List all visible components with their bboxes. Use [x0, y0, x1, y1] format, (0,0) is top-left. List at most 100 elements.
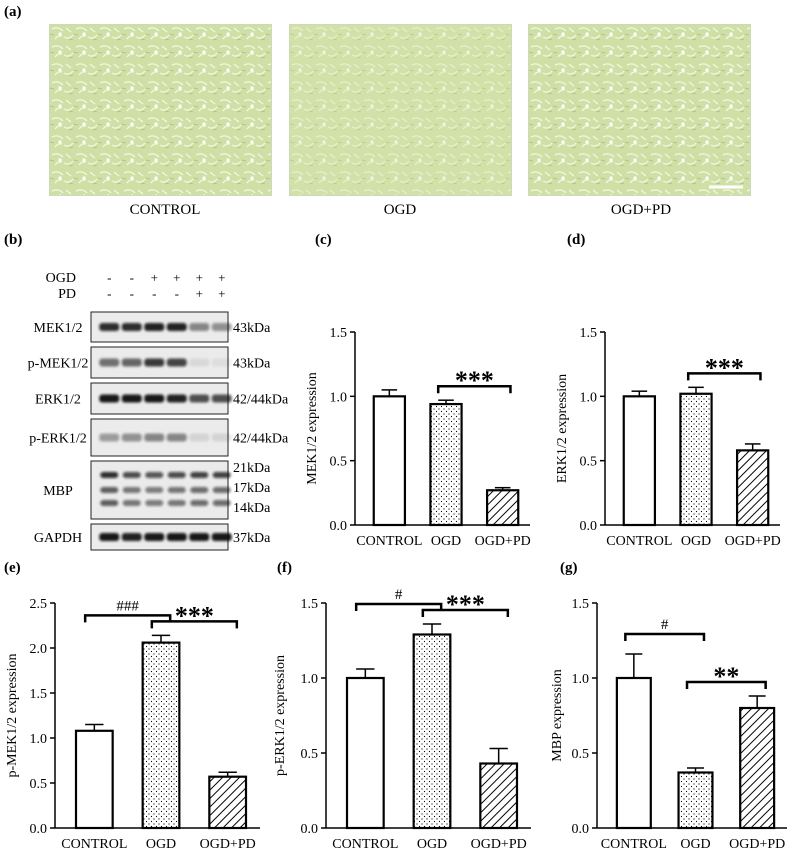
treatment-mark: - [107, 270, 111, 285]
x-tick-label: OGD [431, 534, 461, 549]
panel-label-c: (c) [315, 232, 332, 248]
blot-band [100, 487, 119, 493]
bar-ogd-pd [739, 706, 776, 830]
blot-size: 42/44kDa [233, 393, 289, 408]
significance-bracket [685, 680, 767, 689]
blot-band [166, 433, 187, 442]
x-tick-label: OGD [681, 534, 711, 549]
significance-bracket [150, 620, 239, 629]
blot-size: 42/44kDa [233, 432, 289, 447]
y-tick-label: 2.5 [30, 597, 48, 612]
significance-label: *** [455, 366, 494, 395]
x-tick-label: CONTROL [606, 534, 672, 549]
bar-ogd-pd [208, 775, 248, 830]
blot-size: 17kDa [233, 481, 271, 496]
chart-p-erk12: 0.0 0.5 1.0 1.5 p-ERK1/2 expression CONTROL OG… [273, 587, 531, 852]
y-tick-label: 0.5 [580, 455, 598, 470]
blot-band [190, 500, 209, 506]
blot-label-mbp: MBP [43, 484, 73, 499]
chart-erk12: 0.0 0.5 1.0 1.5 ERK1/2 expression CONTROL OGD O… [555, 326, 781, 549]
treatment-label-ogd: OGD [46, 271, 76, 286]
x-tick-label: OGD+PD [471, 837, 527, 852]
y-axis-label-p-mek1-2-expression: p-MEK1/2 expression [5, 653, 20, 777]
micrograph-ogd-pd [528, 24, 751, 196]
x-tick-label: CONTROL [332, 837, 398, 852]
x-tick-label: CONTROL [356, 534, 422, 549]
y-tick-label: 1.5 [330, 326, 348, 341]
blot-band [99, 394, 120, 403]
bar-control [74, 729, 114, 830]
blot-label-p-erk1-2: p-ERK1/2 [29, 432, 87, 447]
blot-band [167, 472, 186, 478]
significance-label: ** [713, 662, 739, 691]
blot-size: 37kDa [233, 531, 271, 546]
y-tick-label: 0.0 [580, 519, 598, 534]
blot-label-gapdh: GAPDH [34, 531, 82, 546]
y-tick-label: 1.0 [580, 390, 598, 405]
y-tick-label: 1.5 [30, 687, 48, 702]
y-tick-label: 0.5 [30, 777, 48, 792]
blot-band [189, 394, 210, 403]
y-tick-label: 1.5 [572, 597, 590, 612]
significance-label: *** [446, 590, 485, 619]
significance-label: *** [705, 353, 744, 382]
blot-band [121, 394, 142, 403]
bar-ogd [429, 402, 463, 527]
treatment-mark: + [218, 286, 225, 301]
significance-bracket [624, 632, 706, 641]
blot-band [212, 500, 231, 506]
blot-band [122, 487, 141, 493]
blot-band [190, 472, 209, 478]
blot-band [121, 323, 142, 331]
y-tick-label: 1.5 [580, 326, 598, 341]
micrograph-ogd-image [290, 25, 511, 195]
blot-band [121, 433, 142, 442]
y-axis-label-p-erk1-2-expression: p-ERK1/2 expression [273, 655, 288, 776]
significance-bracket [421, 608, 510, 617]
treatment-mark: - [130, 270, 134, 285]
bar-ogd [141, 641, 181, 830]
significance-label: # [661, 617, 669, 633]
blot-label-p-mek1-2: p-MEK1/2 [28, 357, 89, 372]
blot-band [144, 533, 165, 541]
blot-band [166, 533, 187, 541]
significance-bracket [436, 384, 512, 394]
bar-ogd-pd [735, 449, 770, 527]
blot-band [212, 487, 231, 493]
treatment-mark: + [173, 270, 180, 285]
treatment-mark: + [218, 270, 225, 285]
y-axis-label-mbp-expression: MBP expression [550, 669, 565, 761]
chart-p-mek12: 0.0 0.5 1.0 1.5 2.0 2.5 p-MEK1/2 expression CON… [5, 597, 260, 852]
chart-mek12: 0.0 0.5 1.0 1.5 MEK1/2 expression CONTROL OGD O… [305, 326, 531, 549]
blot-band [145, 472, 164, 478]
treatment-mark: + [151, 270, 158, 285]
blot-size: 43kDa [233, 321, 271, 336]
blot-band [145, 487, 164, 493]
y-axis-label-mek1-2-expression: MEK1/2 expression [305, 372, 320, 484]
panel-label-e: (e) [4, 560, 21, 576]
micrograph-caption-control: CONTROL [129, 202, 201, 218]
x-tick-label: OGD [680, 837, 710, 852]
blot-band [189, 323, 210, 331]
y-tick-label: 2.0 [30, 642, 48, 657]
y-tick-label: 0.0 [572, 822, 590, 837]
blot-band [166, 323, 187, 331]
blot-band [100, 472, 119, 478]
treatment-mark: - [152, 286, 156, 301]
y-tick-label: 1.0 [30, 732, 48, 747]
y-tick-label: 1.0 [301, 672, 319, 687]
blot-band [189, 533, 210, 541]
bar-control [615, 676, 652, 830]
bar-ogd-pd [479, 762, 519, 830]
blot-band [122, 500, 141, 506]
significance-bracket [686, 372, 762, 381]
treatment-mark: - [107, 286, 111, 301]
bar-ogd [679, 392, 713, 527]
panel-label-f: (f) [277, 560, 292, 576]
blot-band [99, 433, 120, 442]
blot-band [166, 394, 187, 403]
blot-band [167, 487, 186, 493]
blot-band [99, 323, 120, 331]
significance-label: ### [116, 598, 139, 614]
